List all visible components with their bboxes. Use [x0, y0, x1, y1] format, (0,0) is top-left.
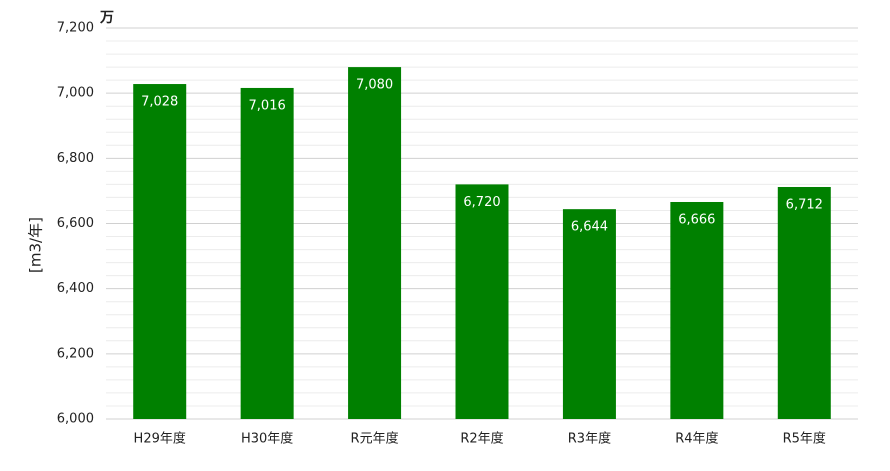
y-tick-label: 7,200 — [57, 21, 94, 36]
bar — [348, 67, 402, 419]
x-tick-label: R3年度 — [568, 431, 611, 447]
x-tick-label: H30年度 — [241, 431, 293, 447]
x-tick-label: R5年度 — [783, 431, 826, 447]
value-label: 6,720 — [463, 195, 500, 210]
y-tick-label: 6,000 — [57, 412, 94, 427]
y-tick-label: 6,600 — [57, 216, 94, 231]
bar — [777, 187, 831, 419]
bar — [562, 209, 616, 419]
bar — [670, 201, 724, 419]
value-label: 6,644 — [571, 220, 608, 235]
x-tick-label: R2年度 — [460, 431, 503, 447]
y-tick-label: 6,800 — [57, 151, 94, 166]
value-label: 6,712 — [786, 198, 823, 213]
value-label: 7,016 — [249, 98, 286, 113]
value-label: 7,080 — [356, 78, 393, 93]
y-tick-label: 7,000 — [57, 86, 94, 101]
y-tick-label: 6,400 — [57, 281, 94, 296]
x-tick-label: R元年度 — [351, 431, 399, 447]
value-label: 7,028 — [141, 95, 178, 110]
y-axis-label: [m3/年] — [27, 217, 45, 273]
y-tick-label: 6,200 — [57, 346, 94, 361]
bar — [133, 84, 187, 419]
unit-label: 万 — [99, 10, 114, 26]
x-tick-label: R4年度 — [675, 431, 718, 447]
bar — [455, 184, 509, 419]
value-label: 6,666 — [678, 212, 715, 227]
bar — [240, 87, 294, 419]
x-tick-label: H29年度 — [134, 431, 186, 447]
